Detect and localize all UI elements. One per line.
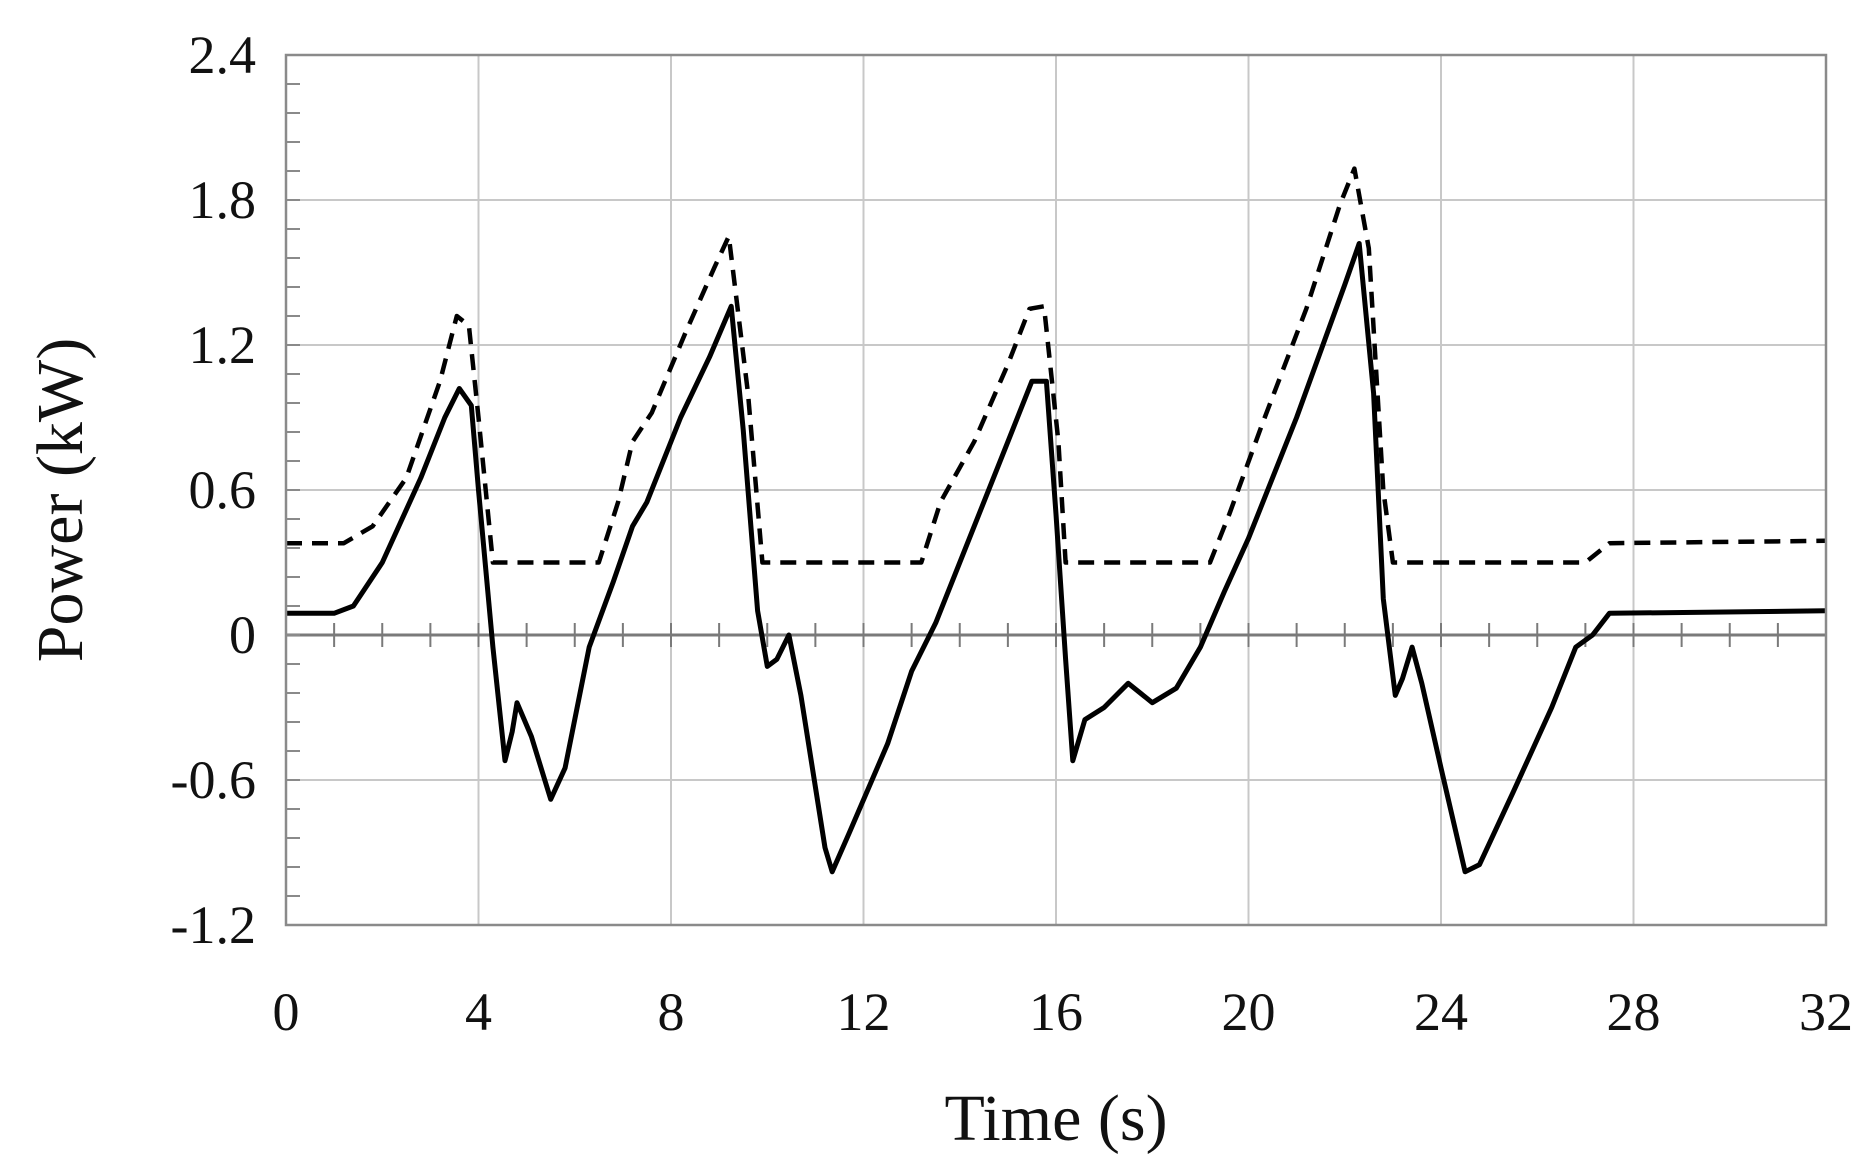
x-tick-label: 4 [465,982,492,1042]
y-tick-label: 0.6 [189,460,257,520]
x-tick-label: 16 [1029,982,1083,1042]
y-tick-label: 2.4 [189,25,257,85]
x-tick-label: 8 [658,982,685,1042]
y-axis-title: Power (kW) [24,338,97,662]
plot-frame [284,53,1828,927]
y-tick-label: 1.2 [189,315,257,375]
x-tick-label: 28 [1607,982,1661,1042]
x-tick-labels: 0 4 8 12 16 20 24 28 32 [273,982,1854,1042]
y-tick-label: 0 [229,605,256,665]
x-axis-title: Time (s) [944,1082,1167,1155]
y-tick-label: -0.6 [171,750,256,810]
series-group [286,166,1827,875]
dashed-series-line [286,166,1827,565]
y-tick-label: -1.2 [171,895,256,955]
y-tick-labels: 2.4 1.8 1.2 0.6 0 -0.6 -1.2 [171,25,256,955]
x-tick-label: 20 [1222,982,1276,1042]
x-tick-label: 12 [837,982,891,1042]
x-tick-label: 0 [273,982,300,1042]
solid-series-line [286,241,1827,875]
y-tick-label: 1.8 [189,170,257,230]
x-tick-label: 24 [1414,982,1468,1042]
x-tick-label: 32 [1799,982,1853,1042]
